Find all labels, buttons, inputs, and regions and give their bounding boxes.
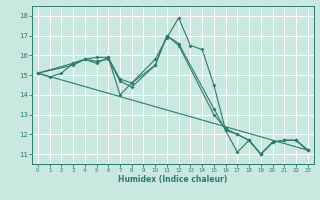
X-axis label: Humidex (Indice chaleur): Humidex (Indice chaleur) xyxy=(118,175,228,184)
